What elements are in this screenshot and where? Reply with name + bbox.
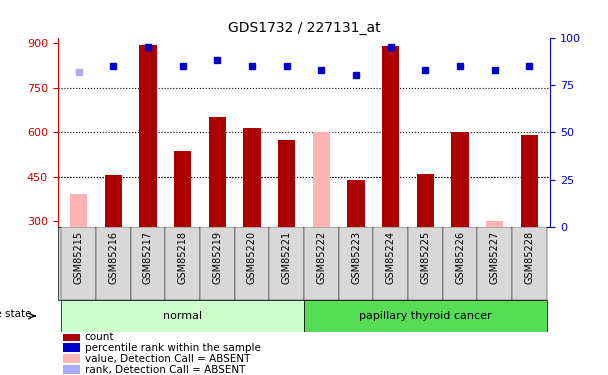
Bar: [382, 46, 399, 227]
Bar: [443, 227, 477, 300]
Bar: [304, 300, 547, 332]
Text: disease state: disease state: [0, 309, 32, 320]
Bar: [512, 227, 547, 300]
Bar: [139, 45, 157, 227]
Bar: [313, 132, 330, 227]
Bar: [70, 194, 87, 227]
Text: GSM85221: GSM85221: [282, 231, 292, 284]
Text: value, Detection Call = ABSENT: value, Detection Call = ABSENT: [85, 354, 250, 364]
Bar: [131, 227, 165, 300]
Bar: [373, 227, 408, 300]
Text: normal: normal: [163, 311, 202, 321]
Text: GSM85223: GSM85223: [351, 231, 361, 284]
Bar: [63, 354, 80, 363]
Bar: [174, 152, 192, 227]
Text: GSM85219: GSM85219: [212, 231, 223, 284]
Bar: [63, 343, 80, 352]
Bar: [347, 180, 365, 227]
Bar: [61, 227, 96, 300]
Bar: [304, 227, 339, 300]
Title: GDS1732 / 227131_at: GDS1732 / 227131_at: [227, 21, 381, 35]
Bar: [165, 227, 200, 300]
Text: GSM85217: GSM85217: [143, 231, 153, 284]
Bar: [521, 135, 538, 227]
Bar: [209, 117, 226, 227]
Bar: [63, 365, 80, 374]
Bar: [408, 227, 443, 300]
Bar: [477, 227, 512, 300]
Bar: [96, 227, 131, 300]
Bar: [105, 175, 122, 227]
Text: GSM85225: GSM85225: [420, 231, 430, 284]
Text: GSM85216: GSM85216: [108, 231, 118, 284]
Bar: [63, 332, 80, 341]
Bar: [200, 227, 235, 300]
Bar: [61, 300, 304, 332]
Bar: [269, 227, 304, 300]
Text: GSM85227: GSM85227: [490, 231, 500, 284]
Text: GSM85226: GSM85226: [455, 231, 465, 284]
Text: GSM85224: GSM85224: [385, 231, 396, 284]
Bar: [278, 140, 295, 227]
Text: GSM85228: GSM85228: [525, 231, 534, 284]
Text: percentile rank within the sample: percentile rank within the sample: [85, 343, 261, 353]
Text: rank, Detection Call = ABSENT: rank, Detection Call = ABSENT: [85, 364, 245, 375]
Bar: [235, 227, 269, 300]
Text: GSM85220: GSM85220: [247, 231, 257, 284]
Bar: [243, 128, 261, 227]
Text: papillary thyroid cancer: papillary thyroid cancer: [359, 311, 492, 321]
Text: GSM85218: GSM85218: [178, 231, 188, 284]
Bar: [486, 221, 503, 227]
Bar: [416, 174, 434, 227]
Text: GSM85222: GSM85222: [316, 231, 326, 284]
Text: count: count: [85, 332, 114, 342]
Bar: [339, 227, 373, 300]
Bar: [451, 132, 469, 227]
Text: GSM85215: GSM85215: [74, 231, 83, 284]
